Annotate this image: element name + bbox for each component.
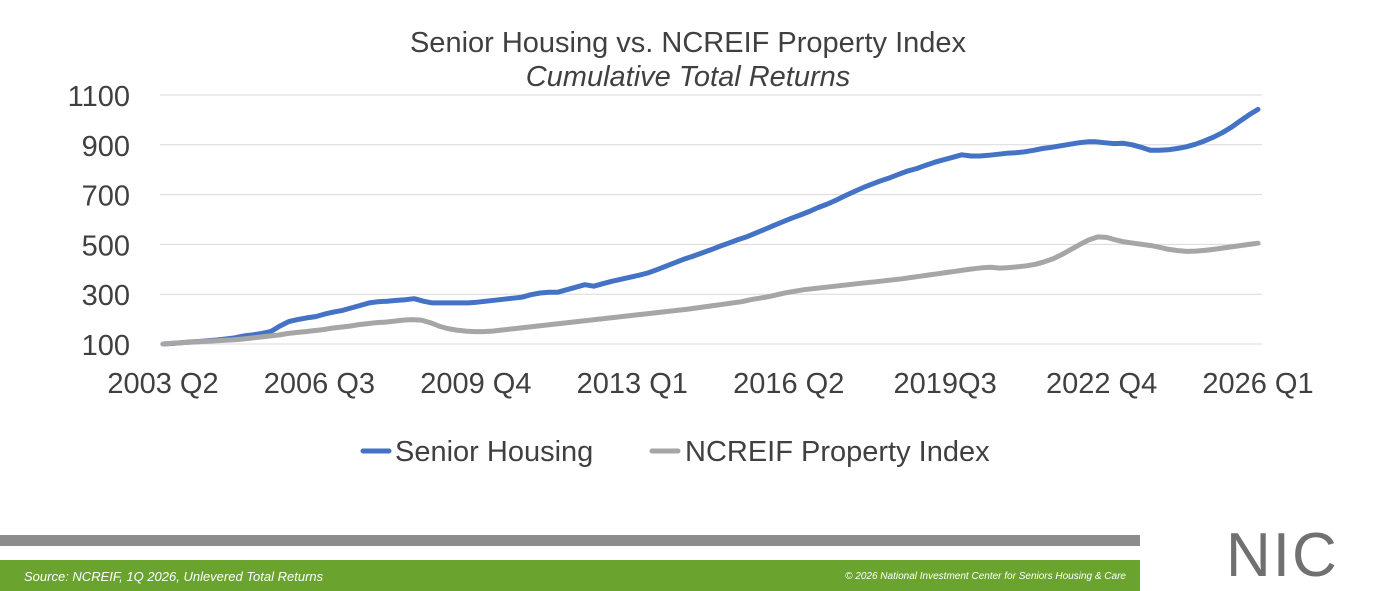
logo-ray	[1168, 545, 1218, 588]
series-line-ncreif	[160, 234, 1261, 347]
x-axis-ticks: 2003 Q2 2006 Q3 2009 Q4 2013 Q1 2016 Q2 2019Q…	[107, 368, 1313, 400]
x-tick-label: 2026 Q1	[1202, 368, 1313, 400]
source-note: Source: NCREIF, 1Q 2026, Unlevered Total…	[24, 569, 324, 584]
x-tick-label: 2016 Q2	[733, 368, 844, 400]
y-tick-label: 300	[82, 280, 130, 312]
logo-ray	[1168, 539, 1218, 588]
y-tick-label: 900	[82, 131, 130, 163]
x-tick-label: 2019Q3	[894, 368, 997, 400]
logo-text: NIC	[1226, 521, 1339, 590]
line-chart: Senior Housing vs. NCREIF Property Index…	[68, 27, 1314, 468]
logo-ray	[1180, 530, 1218, 588]
y-tick-label: 1100	[68, 81, 130, 113]
chart-title: Senior Housing vs. NCREIF Property Index	[410, 27, 967, 59]
logo-ray	[1168, 559, 1218, 588]
logo-ray	[1168, 582, 1218, 588]
logo-ray	[1187, 530, 1218, 588]
x-tick-label: 2006 Q3	[264, 368, 375, 400]
logo-ray	[1168, 574, 1218, 588]
chart-subtitle: Cumulative Total Returns	[526, 61, 851, 93]
gridlines	[160, 94, 1262, 345]
copyright-note: © 2026 National Investment Center for Se…	[845, 571, 1126, 582]
x-tick-label: 2022 Q4	[1046, 368, 1157, 400]
series-line-senior-housing	[160, 106, 1261, 347]
y-axis-ticks: 100 300 500 700 900 1100	[68, 81, 130, 362]
legend-label: Senior Housing	[395, 436, 593, 468]
logo-ray	[1168, 567, 1218, 588]
footer-bar	[0, 560, 1140, 591]
logo-ray	[1174, 534, 1218, 588]
nic-logo-icon	[1168, 530, 1358, 588]
legend-label: NCREIF Property Index	[685, 436, 990, 468]
y-tick-label: 500	[82, 230, 130, 262]
logo-ray	[1168, 552, 1218, 588]
y-tick-label: 700	[82, 181, 130, 213]
y-tick-label: 100	[82, 330, 130, 362]
x-tick-label: 2013 Q1	[577, 368, 688, 400]
x-tick-label: 2003 Q2	[107, 368, 218, 400]
footer-divider	[0, 535, 1140, 546]
x-tick-label: 2009 Q4	[420, 368, 531, 400]
series-lines	[160, 106, 1261, 347]
logo-ray	[1202, 530, 1218, 588]
legend: Senior Housing NCREIF Property Index	[360, 436, 990, 468]
logo-ray	[1210, 530, 1218, 588]
logo-ray	[1195, 530, 1218, 588]
